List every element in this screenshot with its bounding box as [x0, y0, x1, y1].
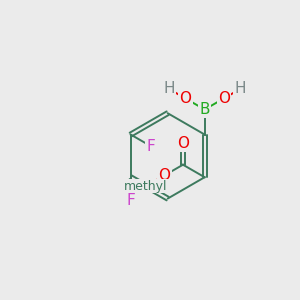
Text: B: B	[200, 102, 210, 117]
Text: H: H	[163, 81, 175, 96]
Text: methyl: methyl	[124, 180, 167, 193]
Text: O: O	[218, 91, 230, 106]
Text: H: H	[235, 81, 246, 96]
Text: F: F	[126, 193, 135, 208]
Text: O: O	[179, 91, 191, 106]
Text: O: O	[177, 136, 189, 151]
Text: F: F	[147, 139, 155, 154]
Text: O: O	[159, 168, 171, 183]
